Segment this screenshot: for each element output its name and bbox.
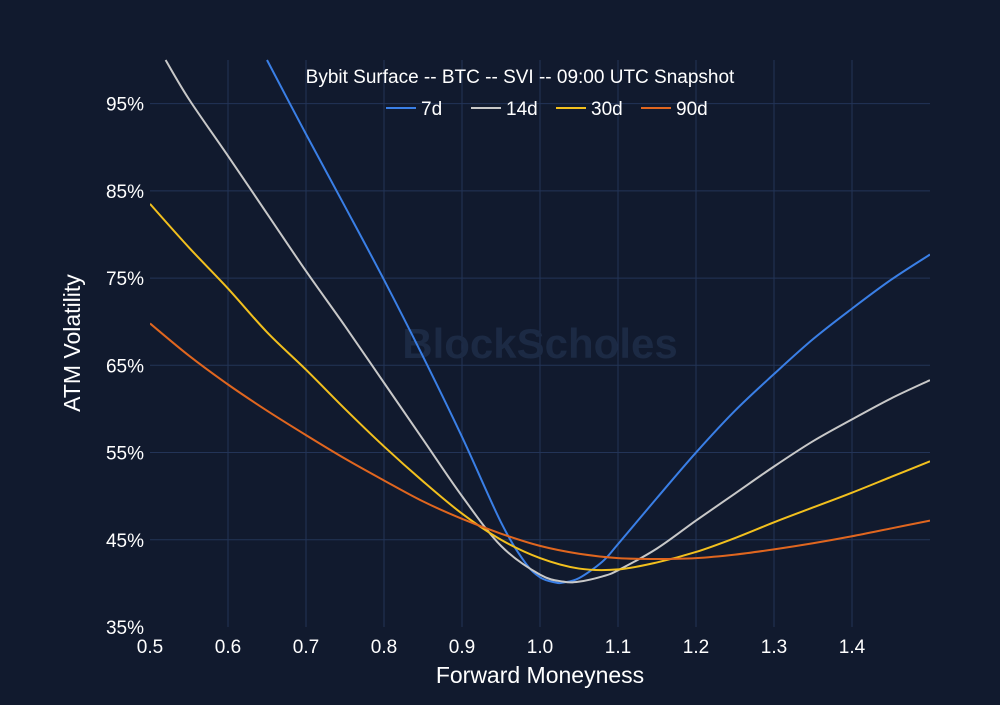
x-tick-label: 0.6 — [215, 637, 241, 658]
x-tick-label: 1.4 — [839, 637, 866, 658]
y-tick-label: 35% — [106, 618, 144, 639]
x-tick-label: 0.9 — [449, 637, 475, 658]
x-tick-label: 0.7 — [293, 637, 319, 658]
y-tick-label: 65% — [106, 356, 144, 377]
watermark: BlockScholes — [402, 320, 677, 367]
x-tick-label: 1.2 — [683, 637, 709, 658]
y-tick-label: 45% — [106, 531, 144, 552]
x-tick-label: 1.3 — [761, 637, 787, 658]
watermark-text: BlockScholes — [402, 320, 677, 367]
legend-label: 7d — [421, 99, 442, 120]
chart-title: Bybit Surface -- BTC -- SVI -- 09:00 UTC… — [306, 67, 735, 88]
y-tick-label: 55% — [106, 444, 144, 465]
x-tick-label: 1.1 — [605, 637, 631, 658]
legend-label: 90d — [676, 99, 708, 120]
legend[interactable]: 7d 14d 30d 90d — [386, 99, 708, 120]
legend-item-90d[interactable]: 90d — [641, 99, 708, 120]
series-line-14d — [164, 59, 930, 584]
y-tick-label: 85% — [106, 182, 144, 203]
series-line-90d — [150, 322, 930, 560]
legend-label: 30d — [591, 99, 623, 120]
x-tick-label: 0.8 — [371, 637, 397, 658]
legend-label: 14d — [506, 99, 538, 120]
y-axis-ticks: 35% 45% 55% 65% 75% 85% 95% — [106, 95, 144, 639]
grid-lines — [150, 60, 930, 627]
x-axis-title: Forward Moneyness — [436, 662, 644, 688]
legend-item-14d[interactable]: 14d — [471, 99, 538, 120]
y-tick-label: 95% — [106, 95, 144, 116]
legend-item-30d[interactable]: 30d — [556, 99, 623, 120]
x-axis-ticks: 0.5 0.6 0.7 0.8 0.9 1.0 1.1 1.2 1.3 1.4 — [137, 637, 866, 658]
legend-item-7d[interactable]: 7d — [386, 99, 442, 120]
series-lines — [150, 59, 930, 585]
x-tick-label: 1.0 — [527, 637, 553, 658]
series-line-30d — [150, 203, 930, 572]
y-tick-label: 75% — [106, 269, 144, 290]
x-tick-label: 0.5 — [137, 637, 163, 658]
y-axis-title: ATM Volatility — [59, 274, 85, 412]
